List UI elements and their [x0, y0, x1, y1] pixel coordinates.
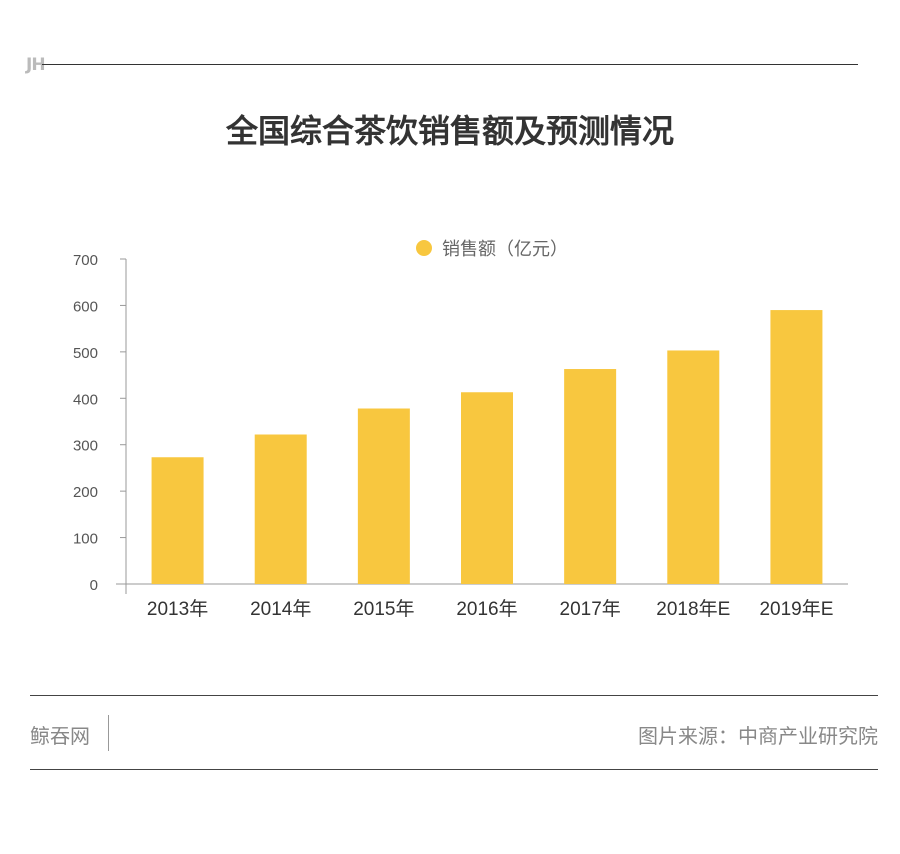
legend-marker: [416, 240, 432, 256]
bar: [667, 350, 720, 584]
image-source: 图片来源：中商产业研究院: [638, 724, 878, 748]
x-tick-label: 2013年: [147, 598, 208, 620]
y-tick-label: 0: [90, 577, 98, 594]
y-tick-label: 600: [73, 298, 98, 315]
y-tick-label: 700: [73, 252, 98, 269]
top-divider: [42, 64, 858, 65]
x-tick-label: 2019年E: [759, 598, 833, 620]
y-tick-label: 300: [73, 438, 98, 455]
bar: [151, 457, 204, 584]
chart-title: 全国综合茶饮销售额及预测情况: [225, 112, 674, 150]
bar: [357, 408, 410, 584]
x-tick-label: 2014年: [250, 598, 311, 620]
x-tick-label: 2015年: [353, 598, 414, 620]
x-tick-label: 2018年E: [656, 598, 730, 620]
bar: [254, 434, 307, 584]
bar: [461, 392, 513, 584]
footer-separator: [108, 715, 109, 751]
legend-label: 销售额（亿元）: [442, 239, 568, 260]
y-tick-label: 100: [73, 531, 98, 548]
bar: [770, 310, 823, 584]
y-tick-label: 200: [73, 484, 98, 501]
footer-top-divider: [30, 695, 878, 696]
logo: JH: [26, 55, 46, 75]
footer-bottom-divider: [30, 769, 878, 770]
y-tick-label: 400: [73, 391, 98, 408]
brand-name: 鲸吞网: [30, 724, 90, 748]
x-tick-label: 2017年: [560, 598, 621, 620]
y-tick-label: 500: [73, 345, 98, 362]
bar: [564, 369, 617, 584]
x-tick-label: 2016年: [456, 598, 517, 620]
